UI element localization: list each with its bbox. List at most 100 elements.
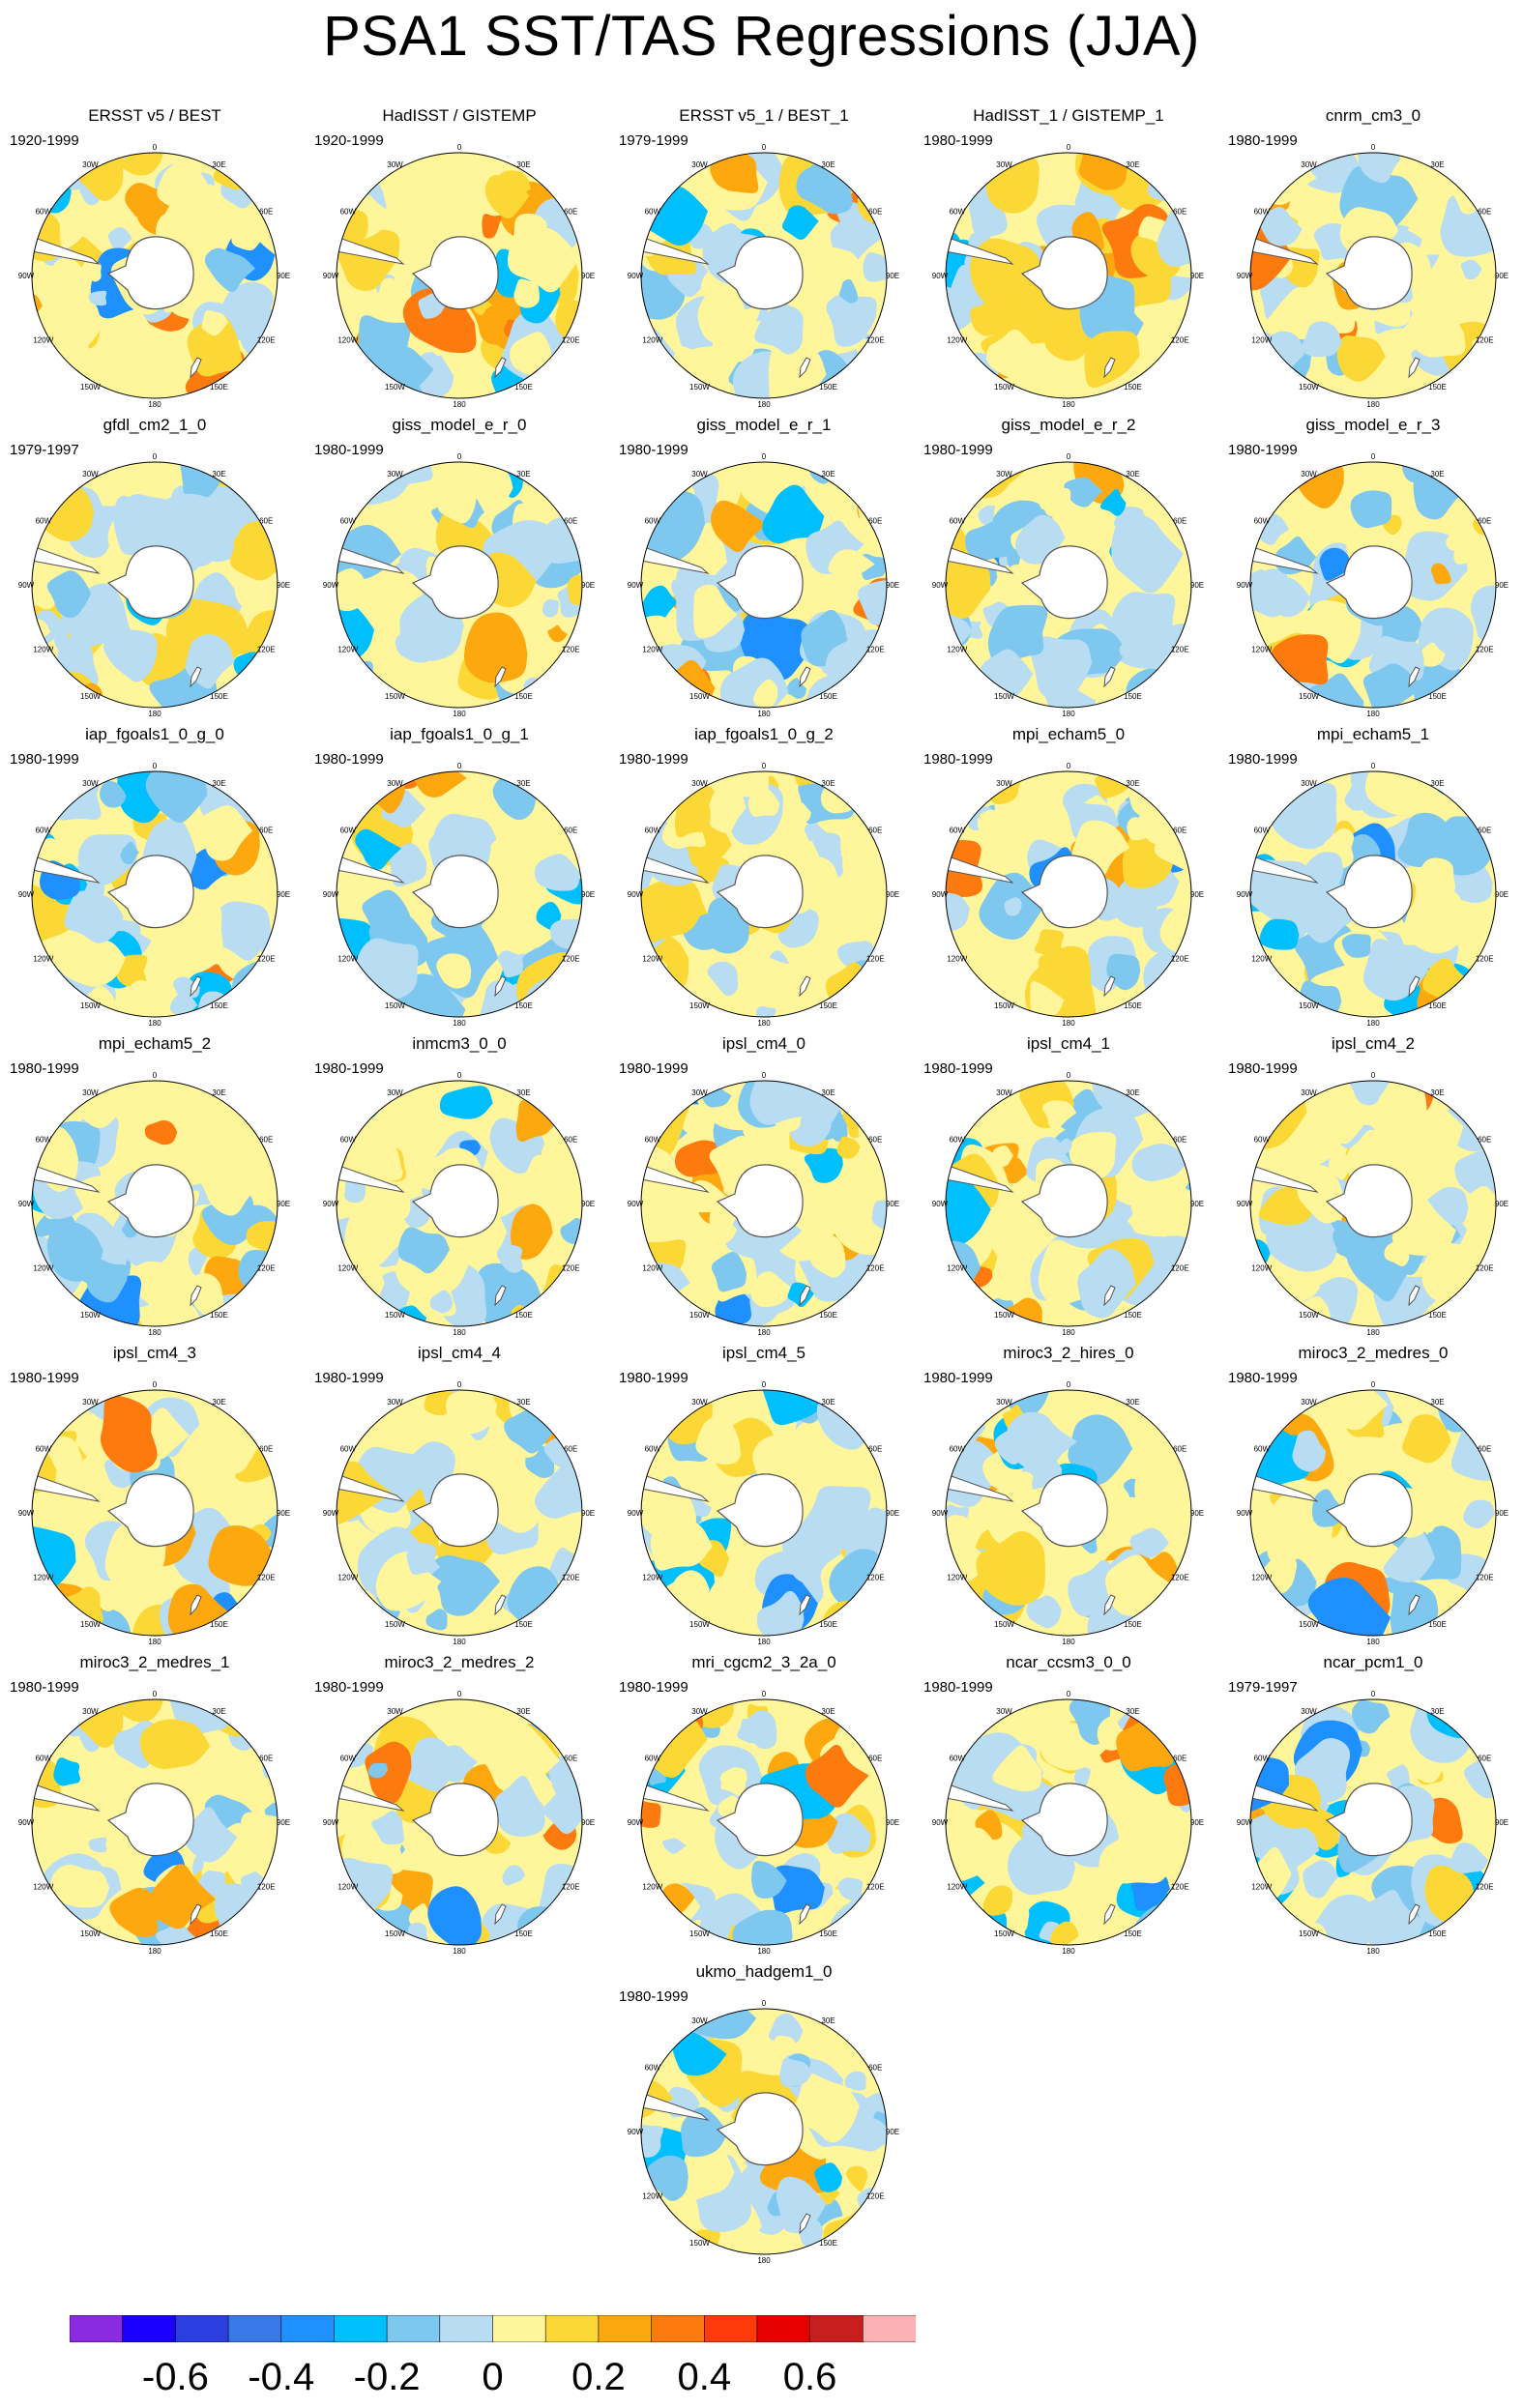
anomaly-region bbox=[837, 1877, 864, 1901]
map-boundary bbox=[945, 1698, 1192, 1946]
antarctica-coastline bbox=[411, 236, 499, 310]
longitude-label: 150E bbox=[1428, 1929, 1447, 1938]
anomaly-region bbox=[959, 462, 987, 492]
anomaly-region bbox=[1333, 1219, 1387, 1265]
longitude-label: 150E bbox=[514, 1929, 533, 1938]
anomaly-region bbox=[1418, 642, 1446, 667]
longitude-label: 0 bbox=[153, 762, 158, 770]
longitude-label: 30E bbox=[821, 2016, 835, 2025]
anomaly-region bbox=[507, 223, 579, 293]
anomaly-region bbox=[1471, 361, 1496, 395]
longitude-label: 90E bbox=[886, 1200, 899, 1208]
anomaly-region bbox=[400, 462, 433, 484]
antarctica-coastline bbox=[716, 1164, 804, 1238]
longitude-label: 60E bbox=[1478, 1136, 1491, 1145]
longitude-label: 30W bbox=[691, 1707, 708, 1716]
longitude-label: 60E bbox=[1478, 827, 1491, 835]
longitude-label: 150W bbox=[994, 692, 1014, 701]
anomaly-region bbox=[1350, 490, 1392, 529]
regression-field bbox=[946, 153, 1191, 398]
longitude-label: 150W bbox=[80, 1929, 101, 1938]
map-boundary bbox=[336, 1389, 583, 1637]
anomaly-region bbox=[1005, 1411, 1077, 1476]
longitude-label: 0 bbox=[1067, 452, 1071, 461]
new-zealand-coastline bbox=[494, 975, 507, 998]
panel-title: ipsl_cm4_0 bbox=[722, 1034, 805, 1053]
anomaly-region bbox=[427, 1886, 482, 1945]
map-panel: gfdl_cm2_1_0 1979-1997 0 30E 60E 90E 120E 150E 1… bbox=[10, 416, 300, 725]
anomaly-region bbox=[805, 1744, 869, 1808]
map-panel: iap_fgoals1_0_g_0 1980-1999 0 30E 60E 90E 120E… bbox=[10, 725, 300, 1034]
anomaly-region bbox=[337, 153, 378, 190]
anomaly-region bbox=[1259, 1287, 1289, 1320]
longitude-label: 120W bbox=[642, 1574, 662, 1582]
polar-map: 0 30E 60E 90E 120E 150E 180 150W 120W 90W 60W 30W bbox=[932, 1071, 1204, 1337]
anomaly-region bbox=[1250, 970, 1277, 1017]
anomaly-region bbox=[710, 153, 759, 193]
anomaly-region bbox=[144, 1864, 217, 1929]
longitude-label: 60E bbox=[868, 208, 882, 217]
africa-coastline bbox=[246, 153, 278, 204]
anomaly-region bbox=[1163, 1763, 1191, 1807]
anomaly-region bbox=[1130, 228, 1183, 280]
anomaly-region bbox=[1006, 565, 1027, 588]
regression-field bbox=[946, 1699, 1191, 1945]
anomaly-region bbox=[1050, 1921, 1079, 1945]
longitude-label: 90E bbox=[886, 1509, 899, 1518]
colorbar-tick-label: -0.4 bbox=[248, 2356, 315, 2398]
anomaly-region bbox=[551, 1924, 575, 1943]
panel-period: 1980-1999 bbox=[1228, 132, 1298, 149]
anomaly-region bbox=[53, 1757, 80, 1786]
anomaly-region bbox=[842, 1303, 884, 1326]
anomaly-region bbox=[946, 1515, 971, 1545]
anomaly-region bbox=[1250, 771, 1293, 813]
anomaly-region bbox=[1355, 1889, 1425, 1945]
new-zealand-coastline bbox=[1408, 1285, 1420, 1307]
regression-field bbox=[337, 1390, 582, 1636]
longitude-label: 150E bbox=[210, 1620, 228, 1629]
anomaly-region bbox=[1099, 488, 1127, 516]
anomaly-region bbox=[946, 771, 956, 797]
antarctica-coastline bbox=[1020, 1783, 1108, 1857]
longitude-label: 90E bbox=[886, 1818, 899, 1827]
regression-field bbox=[32, 1081, 278, 1326]
anomaly-region bbox=[1154, 663, 1191, 708]
anomaly-region bbox=[843, 1599, 876, 1636]
antarctica-coastline bbox=[716, 2092, 804, 2166]
panel-title: miroc3_2_medres_2 bbox=[384, 1653, 535, 1671]
longitude-label: 180 bbox=[1062, 400, 1075, 409]
anomaly-region bbox=[560, 677, 582, 708]
africa-coastline bbox=[855, 1081, 887, 1132]
longitude-label: 90E bbox=[1495, 1200, 1508, 1208]
anomaly-region bbox=[355, 828, 402, 870]
panel-title: HadISST_1 / GISTEMP_1 bbox=[973, 106, 1164, 125]
new-zealand-coastline bbox=[1103, 357, 1116, 379]
anomaly-region bbox=[1266, 287, 1324, 339]
anomaly-region bbox=[1290, 1276, 1321, 1302]
longitude-label: 30E bbox=[1430, 779, 1444, 788]
longitude-label: 30W bbox=[387, 470, 403, 479]
anomaly-region bbox=[534, 1452, 582, 1519]
longitude-label: 120E bbox=[1476, 955, 1494, 964]
longitude-label: 180 bbox=[453, 1947, 466, 1956]
anomaly-region bbox=[337, 658, 373, 697]
longitude-label: 150E bbox=[819, 1311, 837, 1320]
anomaly-region bbox=[476, 1722, 560, 1795]
anomaly-region bbox=[344, 1179, 366, 1204]
panel-title: cnrm_cm3_0 bbox=[1325, 106, 1421, 125]
longitude-label: 120E bbox=[1476, 1574, 1494, 1582]
antarctica-coastline bbox=[411, 1164, 499, 1238]
map-boundary bbox=[31, 1080, 278, 1327]
longitude-label: 60W bbox=[950, 827, 966, 835]
new-zealand-coastline bbox=[1408, 357, 1420, 379]
longitude-label: 60W bbox=[340, 208, 357, 217]
anomaly-region bbox=[674, 798, 711, 838]
regression-field bbox=[1250, 153, 1496, 398]
new-zealand-coastline bbox=[1408, 1594, 1420, 1616]
regression-field bbox=[1250, 1390, 1496, 1636]
longitude-label: 90W bbox=[932, 1818, 949, 1827]
map-boundary bbox=[945, 1080, 1192, 1327]
longitude-label: 120E bbox=[562, 1883, 580, 1892]
longitude-label: 150W bbox=[689, 2239, 710, 2248]
longitude-label: 30E bbox=[516, 1398, 530, 1407]
